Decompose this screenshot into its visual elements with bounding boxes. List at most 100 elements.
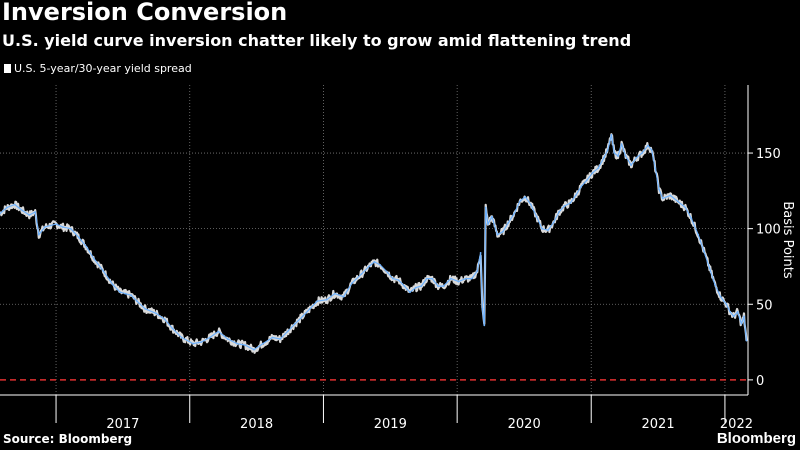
data-point — [163, 318, 166, 321]
data-point — [450, 277, 452, 280]
axes: 0 50 100 150 2017 2018 2019 2020 2021 2022 — [0, 85, 781, 432]
data-point — [479, 252, 482, 254]
data-point — [610, 134, 613, 136]
data-point — [431, 277, 434, 280]
data-point — [483, 324, 486, 327]
data-point — [62, 226, 64, 229]
data-point — [470, 277, 473, 280]
data-point — [661, 197, 664, 200]
data-point — [635, 156, 638, 159]
y-tick-label: 0 — [756, 374, 764, 389]
data-point — [342, 295, 345, 298]
data-point — [630, 164, 632, 167]
data-point — [606, 149, 609, 151]
data-point — [192, 342, 194, 345]
legend-swatch — [4, 64, 11, 73]
data-point — [368, 265, 370, 268]
data-point — [119, 291, 121, 294]
data-point — [124, 292, 127, 295]
data-point — [309, 307, 311, 310]
data-point — [745, 339, 748, 342]
data-point — [641, 152, 643, 154]
data-point — [21, 209, 24, 212]
data-point — [279, 338, 282, 340]
data-point — [226, 338, 229, 340]
data-point — [13, 203, 16, 206]
data-point — [351, 282, 353, 284]
data-point — [484, 206, 487, 209]
series-layer — [0, 133, 748, 354]
data-point — [676, 200, 679, 203]
x-tick-label: 2017 — [106, 417, 139, 432]
data-point — [719, 295, 722, 298]
chart-title: Inversion Conversion — [2, 0, 288, 26]
data-point — [403, 285, 406, 287]
data-point — [55, 223, 57, 226]
data-point — [690, 217, 693, 220]
data-point — [620, 143, 623, 145]
series-line-shadow — [0, 133, 748, 354]
data-point — [144, 307, 147, 310]
data-point — [425, 277, 428, 280]
data-point — [547, 229, 549, 232]
x-tick-label: 2022 — [720, 417, 753, 432]
data-point — [563, 205, 566, 207]
data-point — [476, 270, 479, 272]
data-point — [647, 144, 649, 147]
data-point — [729, 310, 731, 313]
data-point — [200, 341, 203, 343]
y-tick-label: 150 — [756, 147, 781, 162]
data-point — [481, 307, 484, 310]
data-point — [585, 179, 588, 182]
x-tick-label: 2018 — [240, 417, 273, 432]
data-point — [28, 214, 31, 216]
data-point — [613, 152, 616, 154]
data-point — [37, 233, 40, 236]
data-point — [743, 315, 745, 318]
data-point — [732, 315, 735, 318]
data-point — [6, 206, 8, 209]
data-point — [34, 211, 37, 213]
data-point — [316, 300, 319, 303]
data-point — [714, 283, 716, 286]
data-point — [392, 277, 394, 280]
data-point — [569, 202, 572, 204]
data-point — [217, 330, 220, 333]
data-point — [360, 273, 363, 275]
x-tick-label: 2019 — [374, 417, 407, 432]
data-point — [93, 258, 95, 260]
x-tick-label: 2020 — [508, 417, 541, 432]
source-note: Source: Bloomberg — [3, 432, 133, 446]
data-point — [541, 227, 543, 230]
data-point — [669, 194, 672, 197]
data-point — [420, 285, 423, 287]
grid-lines — [0, 85, 748, 395]
data-point — [580, 185, 583, 188]
data-point — [529, 203, 532, 206]
data-point — [535, 215, 538, 218]
data-point — [507, 221, 510, 224]
data-point — [271, 336, 274, 339]
data-point — [294, 323, 296, 325]
data-point — [379, 264, 382, 266]
data-point — [487, 223, 489, 226]
legend-label: U.S. 5-year/30-year yield spread — [14, 62, 192, 75]
data-point — [136, 300, 138, 303]
data-point — [437, 285, 439, 287]
legend: U.S. 5-year/30-year yield spread — [4, 62, 192, 75]
data-point — [617, 155, 619, 158]
data-point — [253, 348, 255, 351]
data-point — [409, 291, 411, 294]
data-point — [524, 196, 527, 198]
data-point — [171, 327, 174, 330]
data-point — [597, 167, 600, 170]
y-axis-label: Basis Points — [780, 201, 795, 278]
data-point — [496, 233, 499, 236]
data-point — [658, 188, 660, 191]
data-point — [69, 227, 72, 230]
data-point — [703, 250, 705, 253]
data-point — [740, 323, 743, 325]
data-point — [491, 215, 493, 218]
data-point — [397, 279, 400, 281]
data-point — [85, 245, 88, 248]
